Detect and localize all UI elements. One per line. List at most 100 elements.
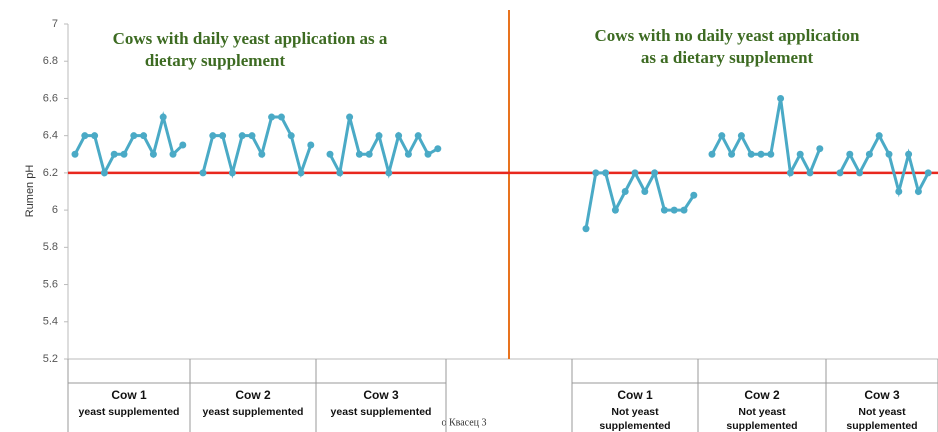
data-point [651, 169, 659, 177]
data-point [297, 169, 305, 177]
left-title-2: dietary supplement [145, 51, 286, 70]
group-name: Cow 1 [617, 388, 653, 402]
data-point [806, 169, 814, 177]
data-point [81, 132, 89, 140]
series-line [838, 132, 930, 198]
data-point [631, 169, 639, 177]
data-point [307, 141, 315, 149]
data-point [395, 132, 403, 140]
series-line [328, 116, 439, 179]
data-point [385, 169, 393, 177]
left-title-1: Cows with daily yeast application as a [113, 29, 388, 48]
group-name: Cow 1 [111, 388, 147, 402]
series-line [73, 111, 184, 177]
y-axis-label: Rumen pH [24, 165, 36, 218]
group-name: Cow 3 [363, 388, 399, 402]
data-point [149, 150, 157, 158]
data-point [209, 132, 217, 140]
data-point [777, 94, 785, 102]
data-point [856, 169, 864, 177]
data-point [404, 150, 412, 158]
data-point [434, 145, 442, 153]
right-title-2: as a dietary supplement [641, 48, 814, 67]
data-point [660, 206, 668, 214]
data-point [611, 206, 619, 214]
data-point [326, 150, 334, 158]
data-point [895, 188, 903, 195]
series-line [201, 115, 313, 179]
data-point [159, 113, 167, 121]
data-point [905, 150, 913, 158]
series-line [710, 98, 822, 178]
group-name: Cow 3 [864, 388, 900, 402]
data-point [690, 191, 698, 199]
group-subtitle: yeast supplemented [331, 406, 432, 418]
data-point [91, 132, 99, 140]
data-point [865, 150, 873, 158]
data-point [670, 206, 678, 214]
data-point [169, 150, 177, 158]
group-name: Cow 2 [744, 388, 780, 402]
data-point [747, 150, 755, 158]
data-point [680, 206, 688, 214]
data-point [287, 132, 295, 140]
data-point [258, 150, 266, 158]
data-point [248, 132, 256, 140]
data-point [414, 132, 422, 140]
data-point [885, 150, 893, 158]
data-point [621, 188, 629, 195]
data-point [728, 150, 736, 158]
data-point [140, 132, 148, 140]
data-point [100, 169, 108, 177]
y-tick-label: 6.6 [43, 92, 58, 104]
data-point [355, 150, 363, 158]
data-point [767, 150, 775, 158]
data-point [268, 113, 276, 121]
data-point [786, 169, 794, 177]
data-point [336, 169, 344, 177]
data-point [914, 188, 922, 195]
y-tick-label: 5.6 [43, 278, 58, 290]
data-point [71, 150, 79, 158]
data-point [757, 150, 765, 158]
y-tick-label: 5.8 [43, 241, 58, 253]
data-point [228, 169, 236, 177]
data-point [238, 132, 246, 140]
data-point [641, 188, 649, 195]
data-point [816, 145, 824, 153]
data-point [346, 113, 354, 121]
data-point [602, 169, 610, 177]
y-tick-label: 6.2 [43, 167, 58, 179]
data-point [708, 150, 716, 158]
group-name: Cow 2 [235, 388, 271, 402]
stray-text: о Квасец 3 [441, 417, 486, 428]
group-subtitle: Not yeast supplemented [599, 406, 670, 432]
y-tick-label: 6.8 [43, 55, 58, 67]
y-tick-label: 5.2 [43, 353, 58, 365]
y-tick-label: 7 [52, 18, 58, 30]
data-point [796, 150, 804, 158]
y-tick-label: 6 [52, 204, 58, 216]
data-point [365, 150, 373, 158]
group-subtitle: Not yeast supplemented [726, 406, 797, 432]
group-subtitle: Not yeast supplemented [846, 406, 917, 432]
data-point [375, 132, 383, 140]
data-point [199, 169, 207, 177]
data-point [846, 150, 854, 158]
right-title-1: Cows with no daily yeast application [595, 26, 860, 45]
data-point [875, 132, 883, 140]
data-point [130, 132, 138, 140]
y-tick-label: 6.4 [43, 130, 58, 142]
series-line [584, 168, 696, 229]
data-point [110, 150, 118, 158]
data-point [219, 132, 227, 140]
data-point [718, 132, 726, 140]
y-tick-label: 5.4 [43, 316, 58, 328]
data-point [836, 169, 844, 177]
data-point [424, 150, 432, 158]
data-point [592, 169, 600, 177]
group-subtitle: yeast supplemented [79, 406, 180, 418]
data-point [582, 225, 590, 233]
data-point [924, 169, 932, 177]
